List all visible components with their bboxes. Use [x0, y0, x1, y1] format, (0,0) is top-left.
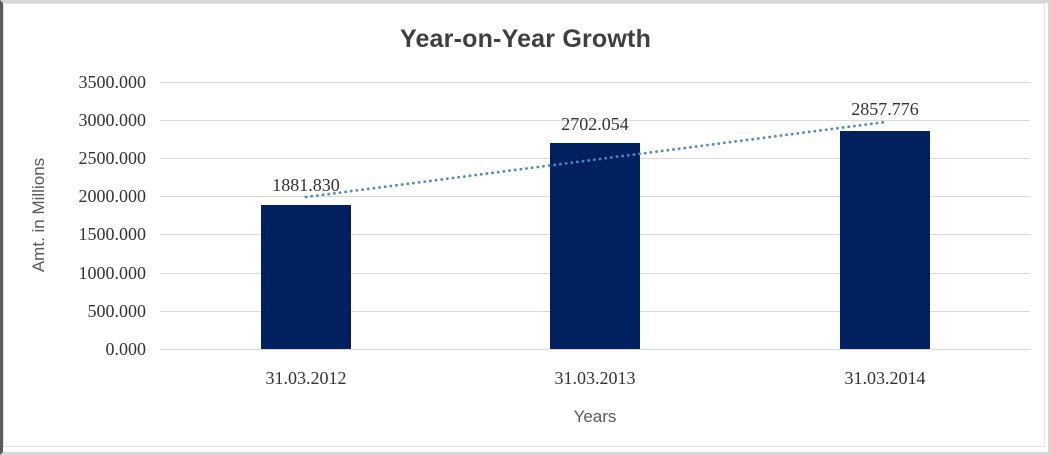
- y-tick-label: 2000.000: [78, 186, 147, 206]
- bar-2013: [550, 143, 640, 349]
- bar-2012: [261, 205, 351, 349]
- y-tick-label: 3500.000: [78, 72, 147, 92]
- gridline: [160, 349, 1030, 350]
- x-category-label: 31.03.2013: [554, 368, 636, 388]
- y-tick-label: 2500.000: [78, 148, 147, 168]
- y-axis-title: Amt. in Millions: [29, 157, 48, 273]
- x-axis-title: Years: [573, 407, 617, 426]
- y-tick-label: 500.000: [87, 301, 147, 321]
- bar-data-label: 1881.830: [272, 175, 340, 195]
- y-tick-label: 1000.000: [78, 263, 147, 283]
- y-tick-label: 3000.000: [78, 110, 147, 130]
- gridline: [160, 82, 1030, 83]
- bar-data-label: 2702.054: [561, 114, 629, 134]
- bar-2014: [840, 131, 930, 349]
- chart-title: Year-on-Year Growth: [399, 25, 652, 53]
- gridline: [160, 120, 1030, 121]
- y-tick-label: 0.000: [105, 339, 147, 359]
- x-category-label: 31.03.2014: [844, 368, 926, 388]
- y-tick-label: 1500.000: [78, 224, 147, 244]
- x-category-label: 31.03.2012: [265, 368, 347, 388]
- bar-data-label: 2857.776: [851, 99, 919, 119]
